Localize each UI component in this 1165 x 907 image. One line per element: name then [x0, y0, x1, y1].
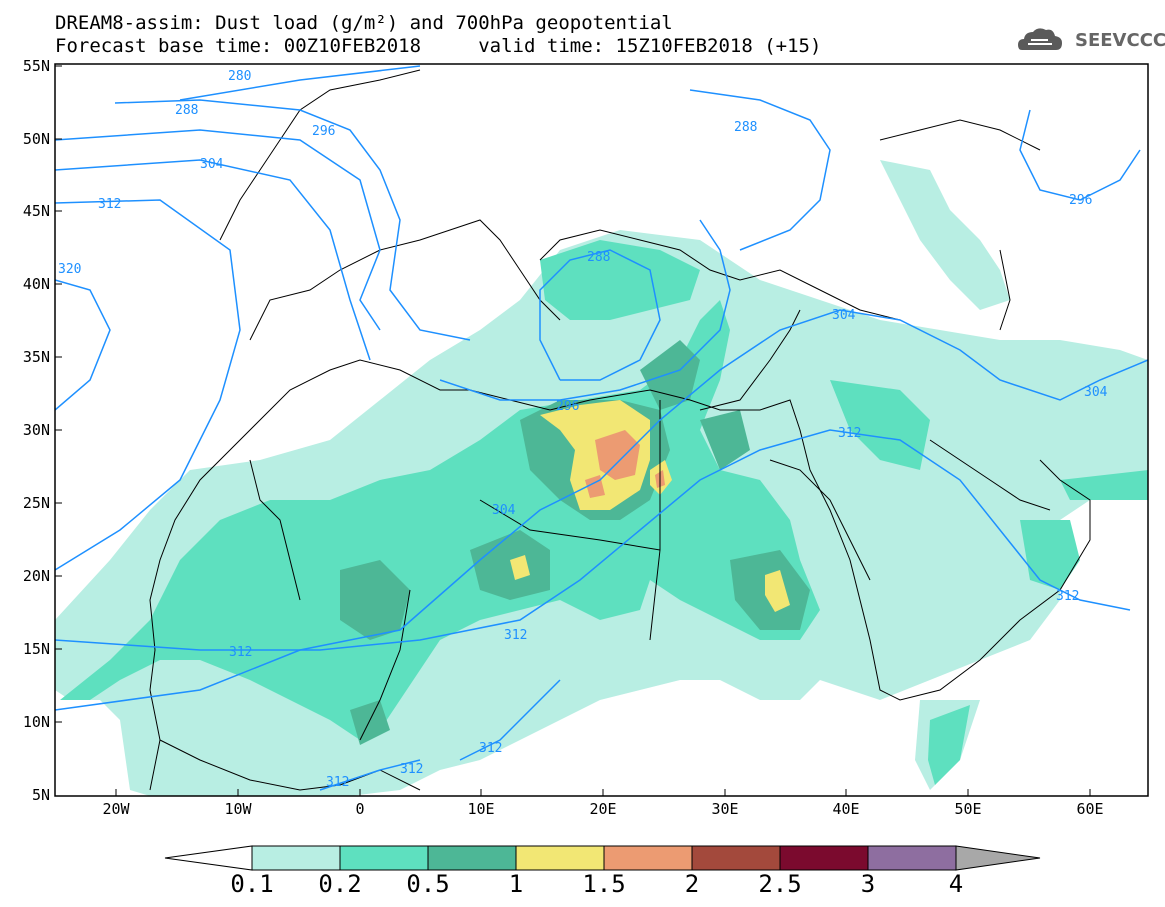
lat-label: 25N	[22, 494, 50, 512]
lat-label: 55N	[22, 57, 50, 75]
contour-label: 320	[58, 262, 81, 277]
colorbar-swatch	[867, 845, 957, 871]
lat-label: 35N	[22, 348, 50, 366]
lon-label: 20E	[589, 800, 617, 818]
colorbar-label: 1.5	[582, 870, 626, 898]
axis-ticks	[55, 65, 1091, 796]
geopotential-contours	[55, 65, 1148, 791]
lon-label: 10E	[467, 800, 495, 818]
lon-label: 50E	[954, 800, 982, 818]
colorbar-label: 1	[508, 870, 524, 898]
contour-label: 304	[492, 503, 516, 518]
colorbar-swatch	[603, 845, 693, 871]
colorbar-label: 3	[860, 870, 876, 898]
lon-label: 40E	[832, 800, 860, 818]
contour-label: 288	[175, 103, 198, 118]
contour-label: 288	[587, 250, 610, 265]
map-title-line-1: DREAM8-assim: Dust load (g/m²) and 700hP…	[55, 12, 673, 34]
seevccc-logo-text: SEEVCCC	[1075, 30, 1165, 51]
contour-label: 304	[200, 157, 224, 172]
colorbar-swatch	[251, 845, 341, 871]
contour-label: 296	[312, 124, 335, 139]
lat-label: 20N	[22, 567, 50, 585]
lat-label: 10N	[22, 713, 50, 731]
contour-label: 312	[98, 197, 121, 212]
contour-label: 296	[556, 399, 579, 414]
lat-label: 50N	[22, 130, 50, 148]
contour-label: 312	[1056, 589, 1079, 604]
contour-label: 312	[229, 645, 252, 660]
colorbar-swatch	[515, 845, 605, 871]
colorbar-label: 0.5	[406, 870, 450, 898]
lat-label: 5N	[31, 786, 50, 804]
lon-label: 10W	[224, 800, 252, 818]
colorbar-low-arrow	[164, 845, 253, 871]
colorbar	[164, 845, 1041, 871]
dust-shading	[55, 160, 1148, 796]
contour-label: 312	[479, 741, 502, 756]
contour-label: 296	[1069, 193, 1092, 208]
lat-label: 15N	[22, 640, 50, 658]
colorbar-label: 2	[684, 870, 700, 898]
contour-label: 312	[838, 426, 861, 441]
contour-label: 312	[504, 628, 527, 643]
lon-label: 60E	[1076, 800, 1104, 818]
lon-label: 20W	[102, 800, 130, 818]
colorbar-high-arrow	[955, 845, 1041, 871]
contour-label: 304	[832, 308, 856, 323]
colorbar-swatch	[427, 845, 517, 871]
colorbar-swatch	[691, 845, 781, 871]
map-title-line-2: Forecast base time: 00Z10FEB2018 valid t…	[55, 35, 822, 57]
lon-label: 30E	[711, 800, 739, 818]
lon-label: 0	[355, 800, 365, 818]
colorbar-label: 4	[948, 870, 964, 898]
cloud-logo-icon	[1018, 28, 1062, 50]
contour-label: 312	[400, 762, 423, 777]
contour-label: 312	[326, 775, 349, 790]
lat-label: 30N	[22, 421, 50, 439]
contour-labels: 280 288 296 304 312 320 288 288 296 304 …	[58, 69, 1108, 790]
dust-level-1	[510, 400, 790, 612]
contour-label: 288	[734, 120, 757, 135]
contour-label: 280	[228, 69, 251, 84]
colorbar-label: 0.2	[318, 870, 362, 898]
colorbar-swatch	[339, 845, 429, 871]
contour-label: 304	[1084, 385, 1108, 400]
lat-label: 45N	[22, 202, 50, 220]
colorbar-label: 2.5	[758, 870, 802, 898]
colorbar-swatch	[779, 845, 869, 871]
lat-label: 40N	[22, 275, 50, 293]
colorbar-label: 0.1	[230, 870, 274, 898]
